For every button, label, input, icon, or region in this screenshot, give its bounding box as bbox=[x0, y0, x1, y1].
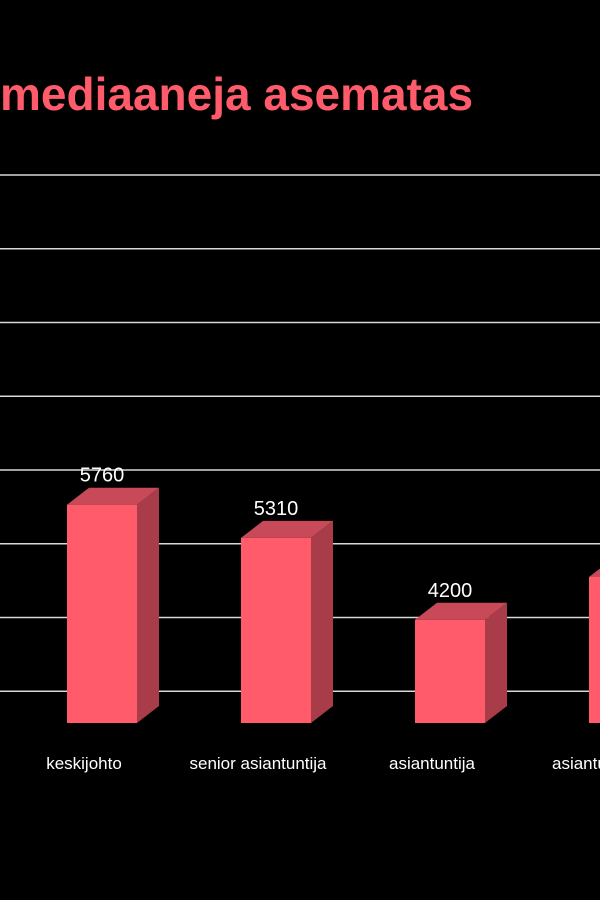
bar-side bbox=[485, 602, 507, 723]
x-tick-label: keskijohto bbox=[46, 754, 122, 773]
bar-top bbox=[241, 520, 333, 538]
bar bbox=[67, 504, 137, 723]
x-tick-label: asiantuntija bbox=[552, 754, 600, 773]
x-tick-label: senior asiantuntija bbox=[189, 754, 327, 773]
value-label: 5310 bbox=[254, 498, 299, 520]
value-label: 4200 bbox=[428, 580, 473, 602]
bar bbox=[241, 537, 311, 723]
bar-side bbox=[311, 520, 333, 723]
bar-side bbox=[137, 487, 159, 723]
bar-top bbox=[589, 568, 600, 577]
chart-title: mediaaneja asematas bbox=[0, 68, 473, 120]
bar bbox=[415, 619, 485, 723]
bar bbox=[589, 576, 600, 723]
x-tick-label: asiantuntija bbox=[388, 754, 475, 773]
bar-top bbox=[67, 487, 159, 505]
bar-top bbox=[415, 602, 507, 620]
value-label: 5760 bbox=[80, 465, 125, 487]
